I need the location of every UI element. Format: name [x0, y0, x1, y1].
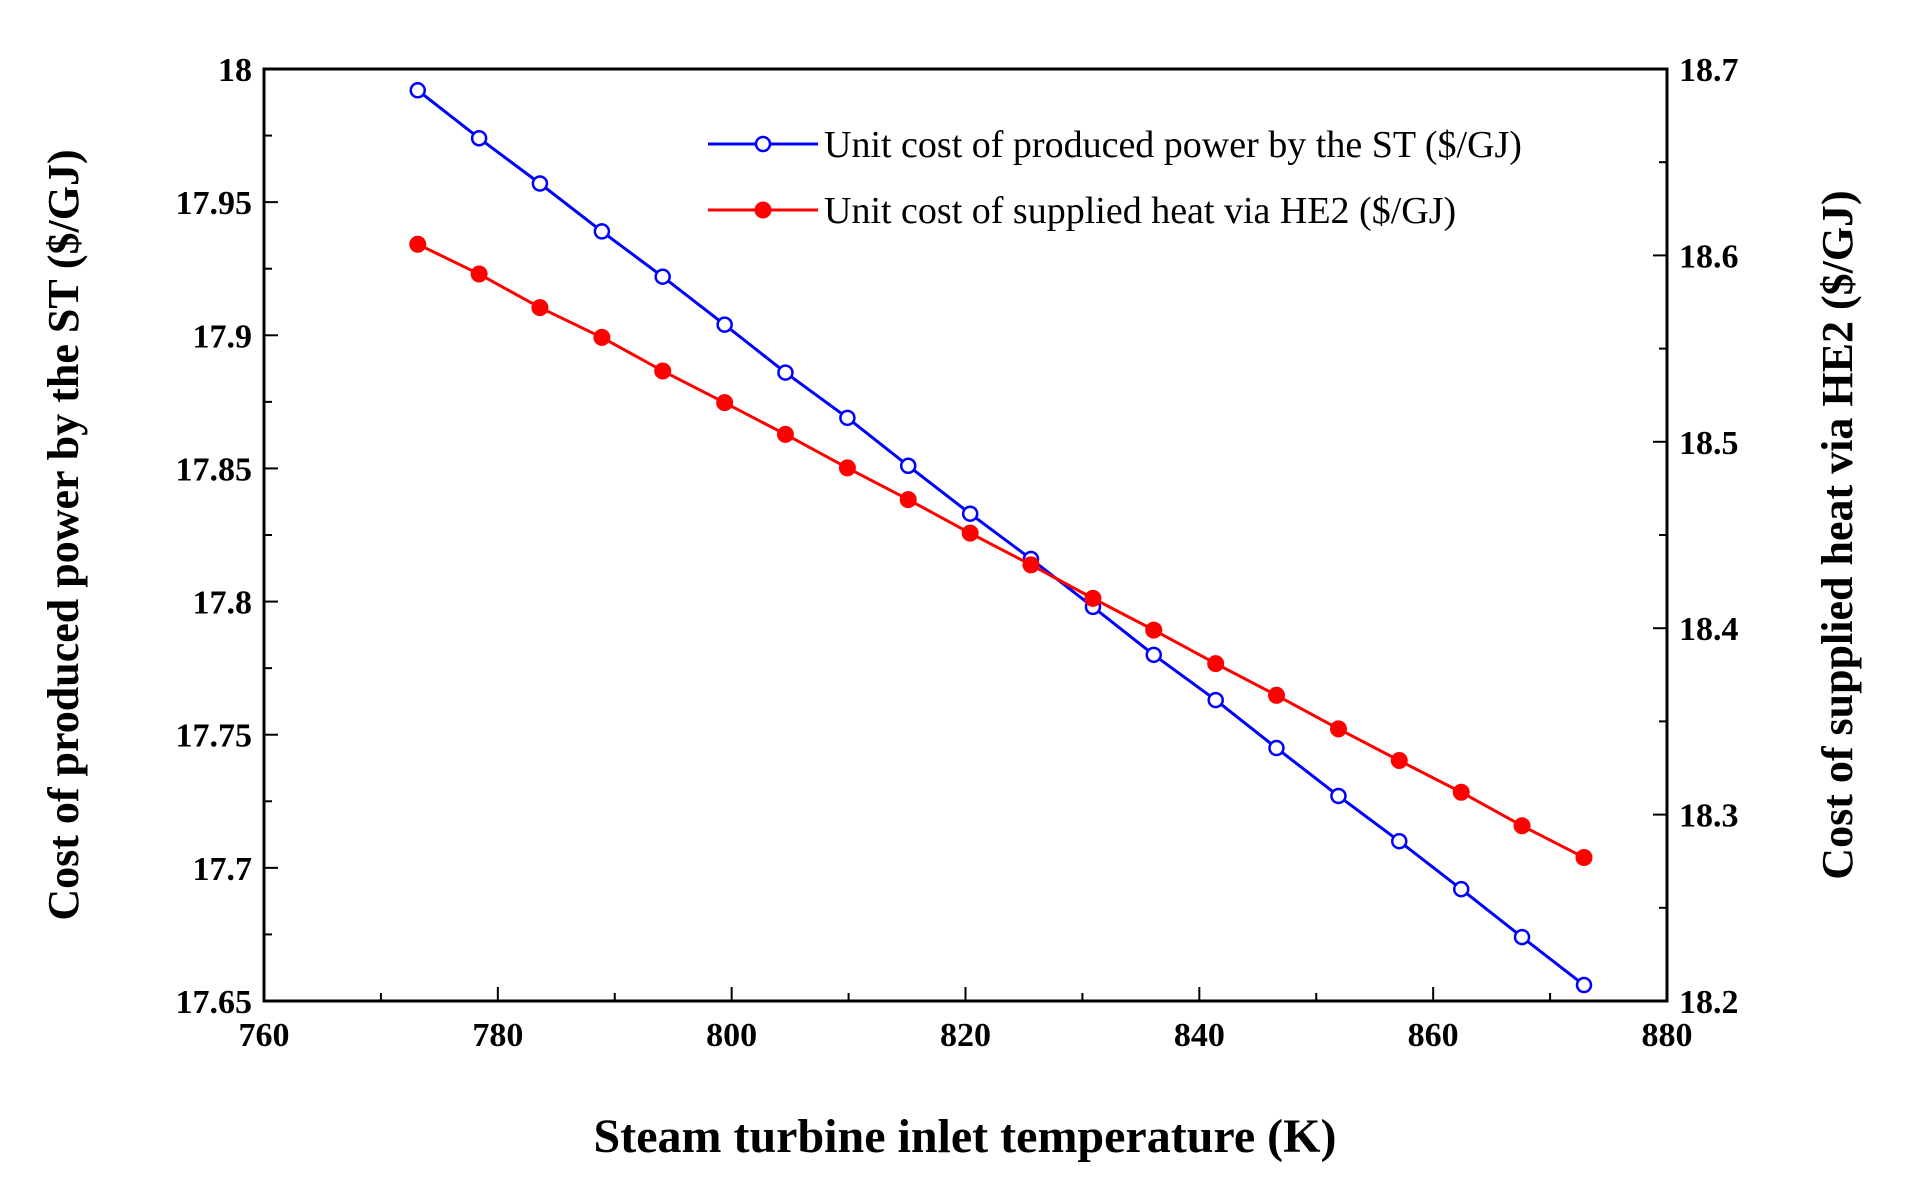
x-tick-label: 760: [239, 1017, 290, 1054]
x-tick-label: 840: [1174, 1017, 1225, 1054]
x-axis-title: Steam turbine inlet temperature (K): [594, 1110, 1337, 1163]
tick-group: 760 780 800 820 840 860 880 17.65 17.7 17.75 17.8 1…: [176, 52, 1739, 1054]
x-tick-label: 800: [706, 1017, 757, 1054]
data-point-heat: [654, 362, 672, 380]
data-point-power: [1575, 976, 1593, 994]
series-group: [409, 82, 1593, 994]
data-point-heat: [593, 328, 611, 346]
series-line-power: [416, 89, 1585, 987]
data-point-heat: [961, 524, 979, 542]
y-left-tick-label: 17.75: [176, 718, 253, 755]
y-left-tick-label: 17.9: [193, 318, 253, 355]
y-axis-left-title: Cost of produced power by the ST ($/GJ): [39, 149, 88, 920]
data-point-power: [839, 409, 856, 427]
data-point-heat: [716, 394, 734, 412]
data-point-power: [899, 457, 917, 475]
x-tick-label: 780: [472, 1017, 523, 1054]
data-point-power: [1268, 739, 1285, 757]
data-point-heat: [1329, 720, 1347, 738]
data-point-heat: [1207, 655, 1225, 673]
data-point-heat: [531, 299, 549, 317]
y-left-tick-label: 17.7: [193, 851, 253, 888]
data-point-power: [1207, 691, 1224, 709]
y-left-tick-label: 17.85: [176, 451, 253, 488]
y-right-tick-label: 18.5: [1679, 425, 1739, 462]
y-right-tick-label: 18.3: [1679, 798, 1739, 835]
legend: Unit cost of produced power by the ST ($…: [708, 124, 1522, 232]
y-right-tick-label: 18.7: [1679, 52, 1739, 89]
data-point-power: [716, 316, 733, 333]
data-point-power: [531, 175, 549, 192]
data-point-power: [409, 82, 426, 99]
data-point-heat: [1513, 817, 1531, 835]
data-point-power: [593, 223, 611, 240]
data-point-heat: [899, 491, 917, 509]
legend-label-power: Unit cost of produced power by the ST ($…: [824, 124, 1522, 166]
data-point-heat: [1022, 556, 1040, 574]
data-point-power: [1145, 646, 1162, 664]
legend-marker-power: [754, 135, 772, 153]
data-point-heat: [1575, 848, 1593, 866]
data-point-heat: [470, 265, 488, 283]
data-point-power: [1330, 787, 1347, 805]
y-right-tick-label: 18.2: [1679, 984, 1739, 1021]
data-point-heat: [1084, 589, 1102, 607]
data-point-power: [1452, 880, 1470, 898]
y-left-tick-label: 17.65: [176, 984, 253, 1021]
x-tick-label: 880: [1642, 1017, 1693, 1054]
data-point-heat: [1267, 686, 1285, 704]
data-point-power: [1391, 832, 1408, 850]
series-line-heat: [417, 242, 1585, 859]
data-point-power: [1513, 928, 1531, 946]
x-tick-label: 820: [940, 1017, 991, 1054]
data-point-heat: [1390, 752, 1408, 770]
data-point-heat: [776, 425, 794, 443]
data-point-power: [961, 505, 979, 522]
legend-marker-heat: [754, 201, 772, 219]
data-point-power: [654, 268, 671, 285]
y-left-tick-label: 17.8: [193, 585, 253, 622]
data-point-power: [777, 364, 794, 381]
y-right-tick-label: 18.4: [1679, 611, 1739, 648]
legend-label-heat: Unit cost of supplied heat via HE2 ($/GJ…: [824, 190, 1456, 232]
y-left-tick-label: 18: [218, 52, 252, 89]
data-point-heat: [409, 235, 427, 253]
y-right-tick-label: 18.6: [1679, 238, 1739, 275]
data-point-power: [470, 129, 488, 147]
y-axis-right-title: Cost of supplied heat via HE2 ($/GJ): [1813, 190, 1862, 879]
y-left-tick-label: 17.95: [176, 185, 253, 222]
data-point-heat: [1145, 621, 1163, 639]
data-point-heat: [838, 459, 856, 477]
data-point-heat: [1452, 783, 1470, 801]
x-tick-label: 860: [1408, 1017, 1459, 1054]
